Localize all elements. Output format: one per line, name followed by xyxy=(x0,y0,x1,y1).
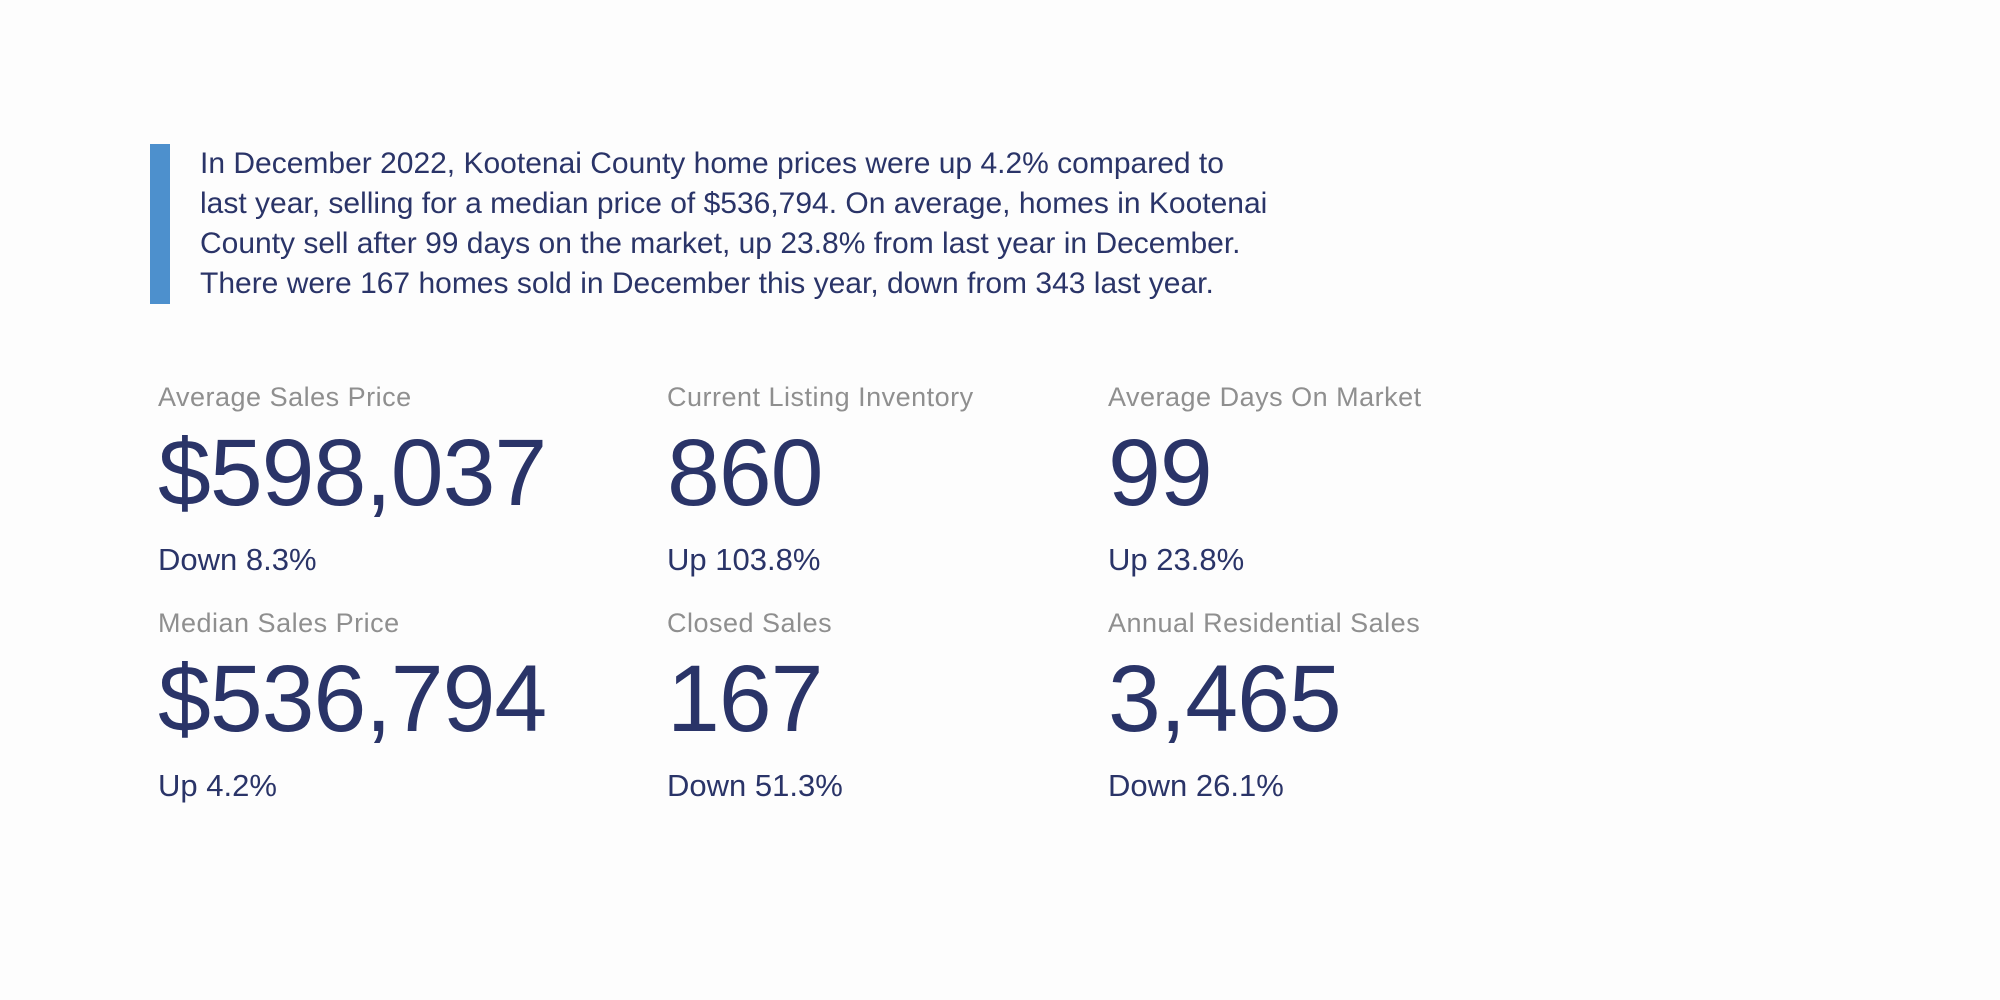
stat-change: Up 103.8% xyxy=(667,542,821,577)
stat-value: $598,037 xyxy=(158,420,547,526)
stats-row-2: Median Sales Price $536,794 Up 4.2% Clos… xyxy=(158,608,1608,828)
stat-change: Up 4.2% xyxy=(158,768,277,803)
stat-label: Average Sales Price xyxy=(158,382,412,412)
market-summary: In December 2022, Kootenai County home p… xyxy=(150,144,1267,304)
summary-line: last year, selling for a median price of… xyxy=(200,187,1268,220)
stat-card-median-sales-price: Median Sales Price $536,794 Up 4.2% xyxy=(158,608,667,828)
stat-card-annual-residential-sales: Annual Residential Sales 3,465 Down 26.1… xyxy=(1108,608,1608,828)
stat-card-current-listing-inventory: Current Listing Inventory 860 Up 103.8% xyxy=(667,382,1108,602)
summary-text: In December 2022, Kootenai County home p… xyxy=(170,144,1267,304)
stat-value: 3,465 xyxy=(1108,646,1342,752)
stat-card-average-days-on-market: Average Days On Market 99 Up 23.8% xyxy=(1108,382,1608,602)
stat-label: Annual Residential Sales xyxy=(1108,608,1421,638)
stat-value: 860 xyxy=(667,420,824,526)
summary-line: In December 2022, Kootenai County home p… xyxy=(200,147,1224,180)
stat-label: Average Days On Market xyxy=(1108,382,1422,412)
stat-value: 167 xyxy=(667,646,824,752)
stat-change: Up 23.8% xyxy=(1108,542,1245,577)
stat-value: $536,794 xyxy=(158,646,547,752)
stat-change: Down 26.1% xyxy=(1108,768,1284,803)
stat-change: Down 51.3% xyxy=(667,768,843,803)
summary-accent-bar xyxy=(150,144,170,304)
stat-label: Closed Sales xyxy=(667,608,833,638)
summary-line: County sell after 99 days on the market,… xyxy=(200,227,1241,260)
stats-grid: Average Sales Price $598,037 Down 8.3% C… xyxy=(158,382,1608,828)
summary-line: There were 167 homes sold in December th… xyxy=(200,267,1214,300)
stat-card-average-sales-price: Average Sales Price $598,037 Down 8.3% xyxy=(158,382,667,602)
stat-change: Down 8.3% xyxy=(158,542,317,577)
stat-value: 99 xyxy=(1108,420,1213,526)
stats-row-1: Average Sales Price $598,037 Down 8.3% C… xyxy=(158,382,1608,602)
stat-label: Median Sales Price xyxy=(158,608,400,638)
stat-card-closed-sales: Closed Sales 167 Down 51.3% xyxy=(667,608,1108,828)
stat-label: Current Listing Inventory xyxy=(667,382,974,412)
